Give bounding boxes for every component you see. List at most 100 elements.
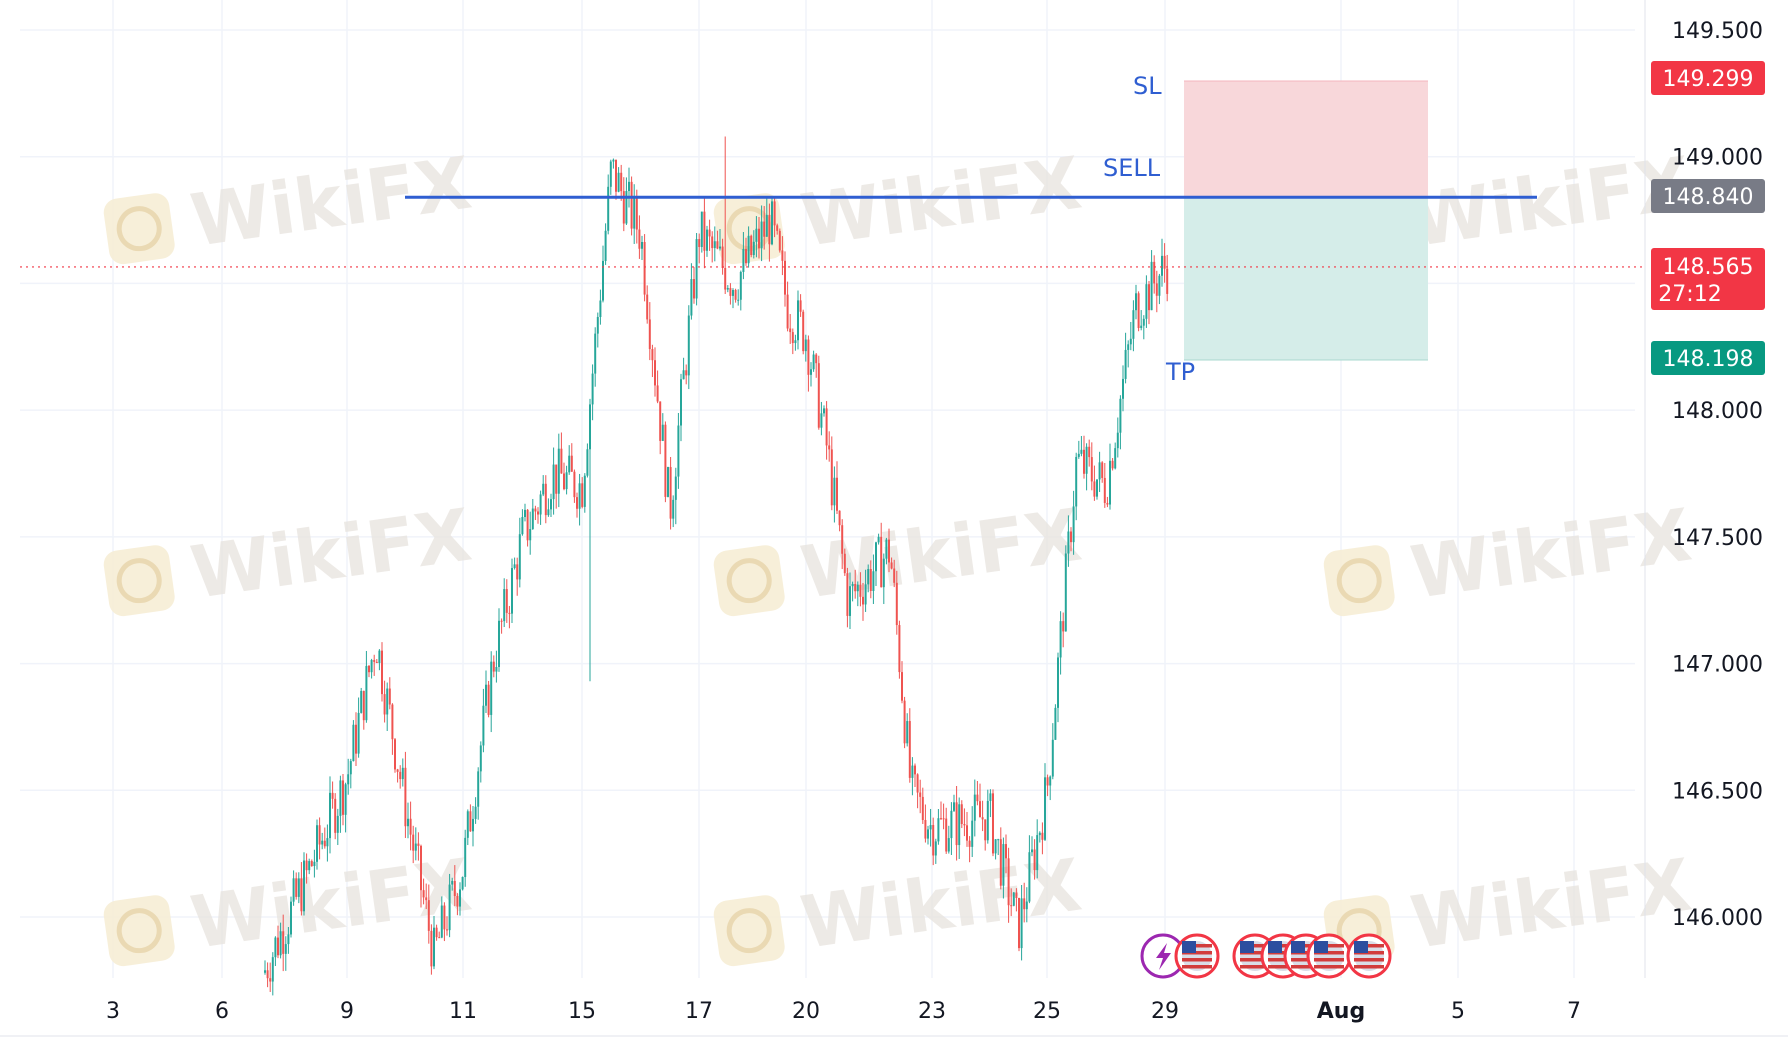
candle-body[interactable] (443, 905, 446, 930)
candle-body[interactable] (420, 845, 422, 891)
candle-body[interactable] (615, 159, 617, 192)
candle-body[interactable] (1085, 446, 1088, 474)
candle-body[interactable] (469, 811, 472, 832)
candle-body[interactable] (856, 584, 859, 592)
candle-body[interactable] (875, 542, 877, 572)
candle-body[interactable] (308, 861, 311, 871)
candle-body[interactable] (630, 181, 633, 229)
candle-body[interactable] (1080, 449, 1083, 454)
candle-body[interactable] (271, 957, 274, 982)
candle-body[interactable] (453, 880, 456, 897)
candle-body[interactable] (927, 829, 929, 839)
candle-body[interactable] (1111, 460, 1114, 469)
candle-body[interactable] (1109, 460, 1111, 505)
candle-body[interactable] (433, 927, 435, 967)
candle-body[interactable] (518, 534, 521, 580)
candle-body[interactable] (625, 191, 628, 224)
candle-body[interactable] (726, 288, 729, 290)
candle-body[interactable] (664, 424, 667, 497)
candle-body[interactable] (817, 363, 820, 428)
candle-body[interactable] (929, 825, 932, 830)
candle-body[interactable] (277, 937, 279, 956)
candle-body[interactable] (310, 861, 313, 867)
candle-body[interactable] (466, 811, 469, 838)
candle-body[interactable] (849, 586, 851, 616)
candle-body[interactable] (680, 379, 682, 426)
candle-body[interactable] (846, 573, 849, 616)
candle-body[interactable] (937, 818, 940, 842)
candle-body[interactable] (477, 771, 480, 807)
candle-body[interactable] (732, 289, 734, 296)
candle-body[interactable] (412, 834, 415, 851)
candle-body[interactable] (297, 878, 300, 897)
candle-body[interactable] (451, 880, 454, 885)
candle-body[interactable] (979, 801, 981, 818)
candle-body[interactable] (430, 930, 433, 967)
candle-body[interactable] (370, 660, 373, 673)
candle-body[interactable] (867, 569, 870, 585)
candle-body[interactable] (1140, 325, 1143, 329)
economic-events-row[interactable] (1140, 933, 1392, 979)
candle-body[interactable] (729, 288, 732, 296)
candle-body[interactable] (492, 661, 495, 672)
candle-body[interactable] (719, 246, 721, 249)
candles-layer[interactable] (264, 136, 1169, 996)
candle-body[interactable] (804, 339, 807, 352)
candle-body[interactable] (383, 694, 386, 715)
candle-body[interactable] (521, 516, 524, 535)
candle-body[interactable] (607, 186, 610, 231)
candle-body[interactable] (321, 840, 324, 845)
candle-body[interactable] (394, 739, 396, 770)
candle-body[interactable] (994, 839, 997, 854)
candle-body[interactable] (989, 793, 992, 801)
candle-body[interactable] (932, 825, 935, 856)
candle-body[interactable] (594, 333, 597, 374)
candle-body[interactable] (706, 229, 708, 251)
candle-body[interactable] (1124, 349, 1127, 379)
candle-body[interactable] (1137, 293, 1140, 329)
candle-body[interactable] (360, 690, 363, 713)
candle-body[interactable] (771, 201, 773, 245)
candle-body[interactable] (425, 897, 428, 901)
candle-body[interactable] (682, 370, 685, 380)
candle-body[interactable] (440, 905, 443, 938)
candle-body[interactable] (667, 467, 669, 497)
candle-body[interactable] (1023, 898, 1026, 910)
candle-body[interactable] (815, 354, 818, 364)
candle-body[interactable] (999, 839, 1002, 886)
candle-body[interactable] (329, 792, 331, 839)
candle-body[interactable] (573, 471, 576, 498)
candle-body[interactable] (407, 818, 409, 827)
candle-body[interactable] (1033, 849, 1036, 871)
candle-body[interactable] (737, 299, 740, 301)
candle-body[interactable] (617, 172, 620, 192)
candle-body[interactable] (349, 761, 352, 775)
candle-body[interactable] (1057, 657, 1059, 708)
candle-body[interactable] (427, 900, 430, 931)
candle-body[interactable] (365, 665, 368, 721)
candle-body[interactable] (1031, 849, 1033, 853)
candle-body[interactable] (825, 408, 828, 446)
candle-body[interactable] (269, 978, 272, 982)
candle-body[interactable] (778, 230, 781, 251)
candle-body[interactable] (755, 228, 758, 242)
candle-body[interactable] (513, 564, 516, 569)
candle-body[interactable] (446, 929, 448, 931)
candle-body[interactable] (456, 896, 459, 907)
candle-body[interactable] (547, 509, 550, 516)
candle-body[interactable] (997, 839, 1000, 841)
candle-body[interactable] (565, 472, 568, 490)
candle-body[interactable] (404, 767, 407, 827)
candle-body[interactable] (921, 796, 924, 821)
candle-body[interactable] (739, 271, 742, 300)
candle-body[interactable] (633, 196, 636, 229)
candle-body[interactable] (789, 328, 792, 333)
candle-body[interactable] (916, 774, 919, 793)
candle-body[interactable] (1161, 255, 1163, 276)
candle-body[interactable] (898, 625, 901, 673)
candle-body[interactable] (316, 825, 318, 862)
price-axis[interactable]: 149.500 149.000 148.000 147.500 147.000 146.5… (1644, 0, 1763, 978)
candle-body[interactable] (1148, 284, 1150, 311)
candle-body[interactable] (872, 571, 875, 591)
candle-body[interactable] (685, 370, 688, 376)
